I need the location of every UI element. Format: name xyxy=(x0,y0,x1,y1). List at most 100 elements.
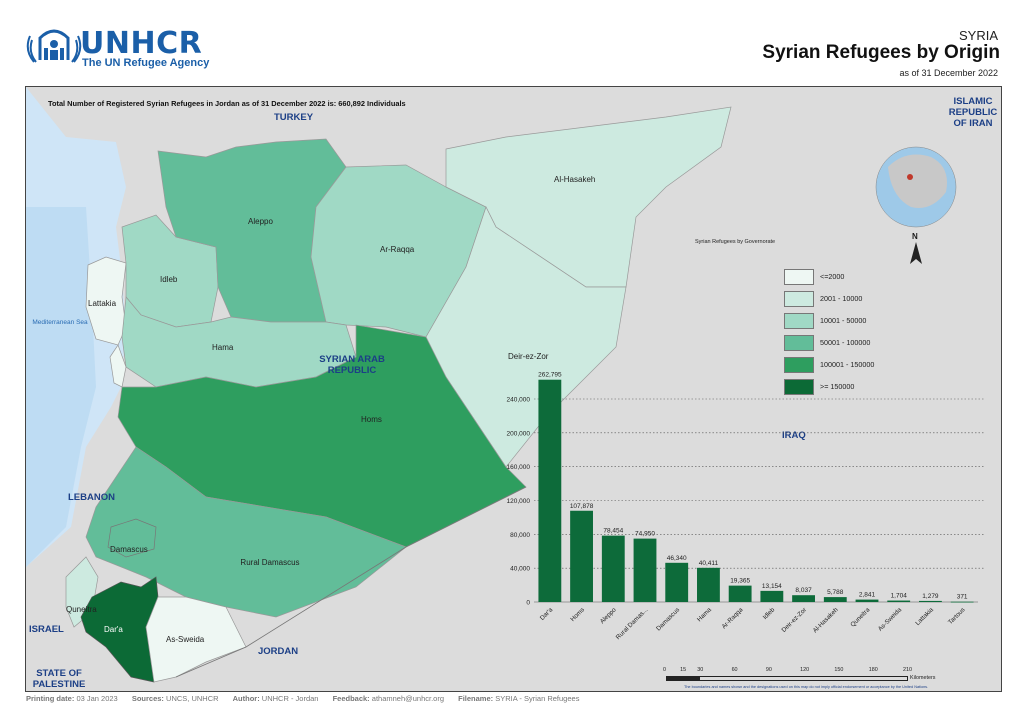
legend-label: 50001 - 100000 xyxy=(820,338,871,347)
bar xyxy=(919,600,942,602)
legend-swatch xyxy=(784,357,814,373)
globe-marker xyxy=(907,174,913,180)
label-jordan: JORDAN xyxy=(258,646,299,657)
bar xyxy=(570,510,593,602)
footer-sources-label: Sources: xyxy=(131,694,164,703)
label-turkey: TURKEY xyxy=(274,112,314,123)
x-tick-label: Lattakia xyxy=(914,606,935,627)
x-tick-label: Idleb xyxy=(762,606,777,621)
scale-bar-line xyxy=(666,676,908,681)
footer-printing-label: Printing date: xyxy=(26,694,75,703)
unhcr-logo-icon xyxy=(26,29,82,63)
scale-tick-label: 0 xyxy=(663,667,666,673)
bar xyxy=(633,538,657,602)
org-tagline: The UN Refugee Agency xyxy=(82,57,210,69)
scale-tick-label: 60 xyxy=(731,667,738,673)
north-arrow: N xyxy=(906,232,926,266)
bar-value-label: 107,878 xyxy=(570,503,594,510)
scale-tick-label: 120 xyxy=(800,667,810,673)
bar-value-label: 262,795 xyxy=(538,372,562,379)
x-tick-label: Quneitra xyxy=(849,606,871,628)
x-tick-label: Homs xyxy=(569,606,586,623)
total-refugees-text: Total Number of Registered Syrian Refuge… xyxy=(48,99,406,108)
scale-tick-label: 180 xyxy=(868,667,878,673)
scale-tick-label: 15 xyxy=(680,667,687,673)
footer-author-label: Author: xyxy=(232,694,260,703)
border-iraq-jordan xyxy=(175,486,527,678)
label-aleppo: Aleppo xyxy=(248,217,273,226)
footer-feedback-value[interactable]: athamneh@unhcr.org xyxy=(371,694,445,703)
bar-value-label: 78,454 xyxy=(603,528,623,535)
label-iraq: IRAQ xyxy=(782,430,806,441)
scale-tick-label: 150 xyxy=(834,667,844,673)
region-as-sweida xyxy=(145,596,247,683)
sea-deep xyxy=(26,207,96,567)
y-tick-label: 240,000 xyxy=(507,397,531,404)
map-svg xyxy=(26,87,957,683)
x-tick-label: Dar'a xyxy=(539,606,555,622)
legend-label: 10001 - 50000 xyxy=(820,316,867,325)
x-tick-label: Rural Damas... xyxy=(615,606,650,641)
x-tick-label: Ar-Raqqa xyxy=(721,606,745,630)
bar-value-label: 19,365 xyxy=(730,578,750,585)
globe-land xyxy=(888,154,947,208)
label-lebanon: LEBANON xyxy=(68,492,115,503)
bar xyxy=(760,590,784,602)
region-ar-raqqa xyxy=(310,164,487,338)
bar-value-label: 13,154 xyxy=(762,583,782,590)
bar-chart: 0 40,000 80,000 120,000 160,000 200,000 240,00… xyxy=(507,372,984,641)
legend-swatch xyxy=(784,269,814,285)
y-tick-label: 160,000 xyxy=(507,464,531,471)
label-israel: ISRAEL xyxy=(29,624,64,635)
north-arrow-icon xyxy=(910,242,922,264)
label-hama: Hama xyxy=(212,343,234,352)
label-rural-damascus: Rural Damascus xyxy=(240,558,300,567)
legend-swatch xyxy=(784,379,814,395)
x-tick-label: Al-Hasakeh xyxy=(812,606,840,634)
bar xyxy=(665,562,689,602)
label-as-sweida: As-Sweida xyxy=(166,635,205,644)
label-sea: Mediterranean Sea xyxy=(32,319,88,326)
map-frame: Total Number of Registered Syrian Refuge… xyxy=(25,86,1002,692)
footer-printing-value: 03 Jan 2023 xyxy=(76,694,118,703)
scale-tick-label: 210 xyxy=(903,667,912,673)
legend-title: Syrian Refugees by Governorate xyxy=(695,239,776,245)
bar xyxy=(887,600,911,602)
region-deir-ez-zor xyxy=(425,206,627,468)
y-tick-label: 0 xyxy=(526,600,530,607)
label-damascus: Damascus xyxy=(110,545,148,554)
disclaimer: The boundaries and names shown and the d… xyxy=(684,685,929,689)
label-daraa: Dar'a xyxy=(104,625,123,634)
scale-tick-label: 90 xyxy=(765,667,772,673)
org-name: UNHCR xyxy=(80,26,203,61)
label-ar-raqqa: Ar-Raqqa xyxy=(380,245,415,254)
y-tick-label: 80,000 xyxy=(510,532,530,539)
x-tick-label: Aleppo xyxy=(599,606,618,625)
label-quneitra: Quneitra xyxy=(66,605,97,614)
bar xyxy=(792,595,815,602)
bar xyxy=(538,379,562,602)
label-idleb: Idleb xyxy=(160,275,178,284)
label-syria: SYRIAN ARAB REPUBLIC xyxy=(319,354,385,376)
legend-label: >= 150000 xyxy=(820,382,855,391)
legend-label: 100001 - 150000 xyxy=(820,360,875,369)
legend-swatch xyxy=(784,313,814,329)
as-of-date: as of 31 December 2022 xyxy=(899,68,998,78)
x-tick-label: Hama xyxy=(696,606,713,623)
bar xyxy=(728,585,752,602)
footer: Printing date: 03 Jan 2023 Sources: UNCS… xyxy=(26,694,591,703)
bar xyxy=(823,597,847,602)
bar-value-label: 1,279 xyxy=(922,593,939,600)
y-tick-label: 40,000 xyxy=(510,566,530,573)
label-lattakia: Lattakia xyxy=(88,299,117,308)
bar-value-label: 46,340 xyxy=(667,555,687,562)
bar xyxy=(601,535,625,602)
footer-sources-value: UNCS, UNHCR xyxy=(166,694,219,703)
label-iran: ISLAMIC REPUBLIC OF IRAN xyxy=(948,96,998,129)
page-title: Syrian Refugees by Origin xyxy=(762,42,1000,63)
label-palestine: STATE OF PALESTINE xyxy=(32,668,86,690)
footer-feedback-label: Feedback: xyxy=(332,694,370,703)
scale-unit-label: Kilometers xyxy=(910,675,936,681)
scale-bar-segment xyxy=(666,677,701,680)
footer-filename-value: SYRIA - Syrian Refugees xyxy=(495,694,580,703)
